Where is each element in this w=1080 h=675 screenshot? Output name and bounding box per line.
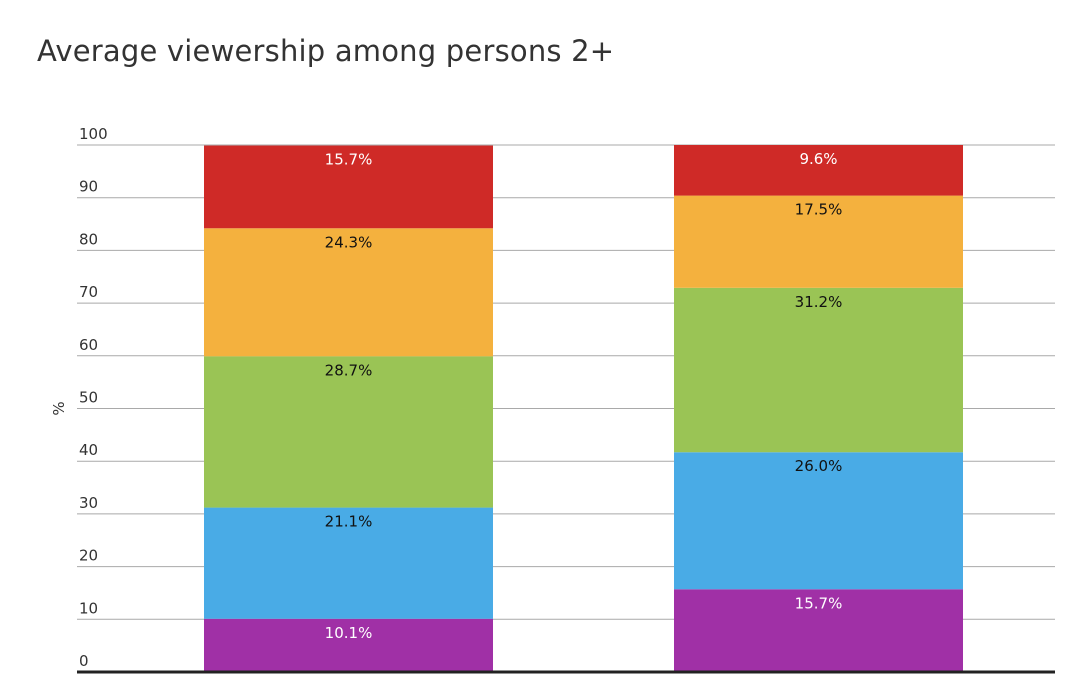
y-tick-label: 0 xyxy=(79,652,89,670)
y-tick-label: 40 xyxy=(79,441,98,459)
bar-segment xyxy=(674,589,963,672)
segment-value-label: 21.1% xyxy=(325,513,373,531)
y-tick-label: 50 xyxy=(79,389,98,407)
y-tick-label: 60 xyxy=(79,336,98,354)
segment-value-label: 15.7% xyxy=(325,151,373,169)
segment-value-label: 15.7% xyxy=(795,594,843,612)
bar-segment xyxy=(204,618,493,672)
bar-segment xyxy=(204,507,493,619)
bar-segment xyxy=(204,145,493,229)
y-tick-label: 10 xyxy=(79,599,98,617)
y-axis-label: % xyxy=(50,401,68,415)
bars xyxy=(204,145,963,672)
bar-segment xyxy=(204,356,493,508)
segment-value-label: 24.3% xyxy=(325,233,373,251)
segment-value-label: 28.7% xyxy=(325,361,373,379)
y-tick-label: 100 xyxy=(79,125,108,143)
y-tick-labels: 0 10 20 30 40 50 60 70 80 90 100 xyxy=(79,125,108,670)
segment-value-label: 31.2% xyxy=(795,293,843,311)
bar-segment xyxy=(674,452,963,590)
bar-segment xyxy=(674,287,963,453)
segment-value-label: 26.0% xyxy=(795,457,843,475)
bar-segment xyxy=(674,195,963,288)
segment-value-label: 10.1% xyxy=(325,624,373,642)
chart-title: Average viewership among persons 2+ xyxy=(37,34,615,68)
bar-segment xyxy=(674,145,963,196)
segment-value-label: 9.6% xyxy=(799,150,837,168)
y-tick-label: 80 xyxy=(79,230,98,248)
segment-value-label: 17.5% xyxy=(795,201,843,219)
segment-labels: 10.1% 21.1% 28.7% 24.3% 15.7% 15.7% 26.0% 31.2%… xyxy=(325,150,843,642)
bar-segment xyxy=(204,228,493,357)
y-tick-label: 70 xyxy=(79,283,98,301)
y-tick-label: 20 xyxy=(79,547,98,565)
y-tick-label: 30 xyxy=(79,494,98,512)
y-tick-label: 90 xyxy=(79,178,98,196)
